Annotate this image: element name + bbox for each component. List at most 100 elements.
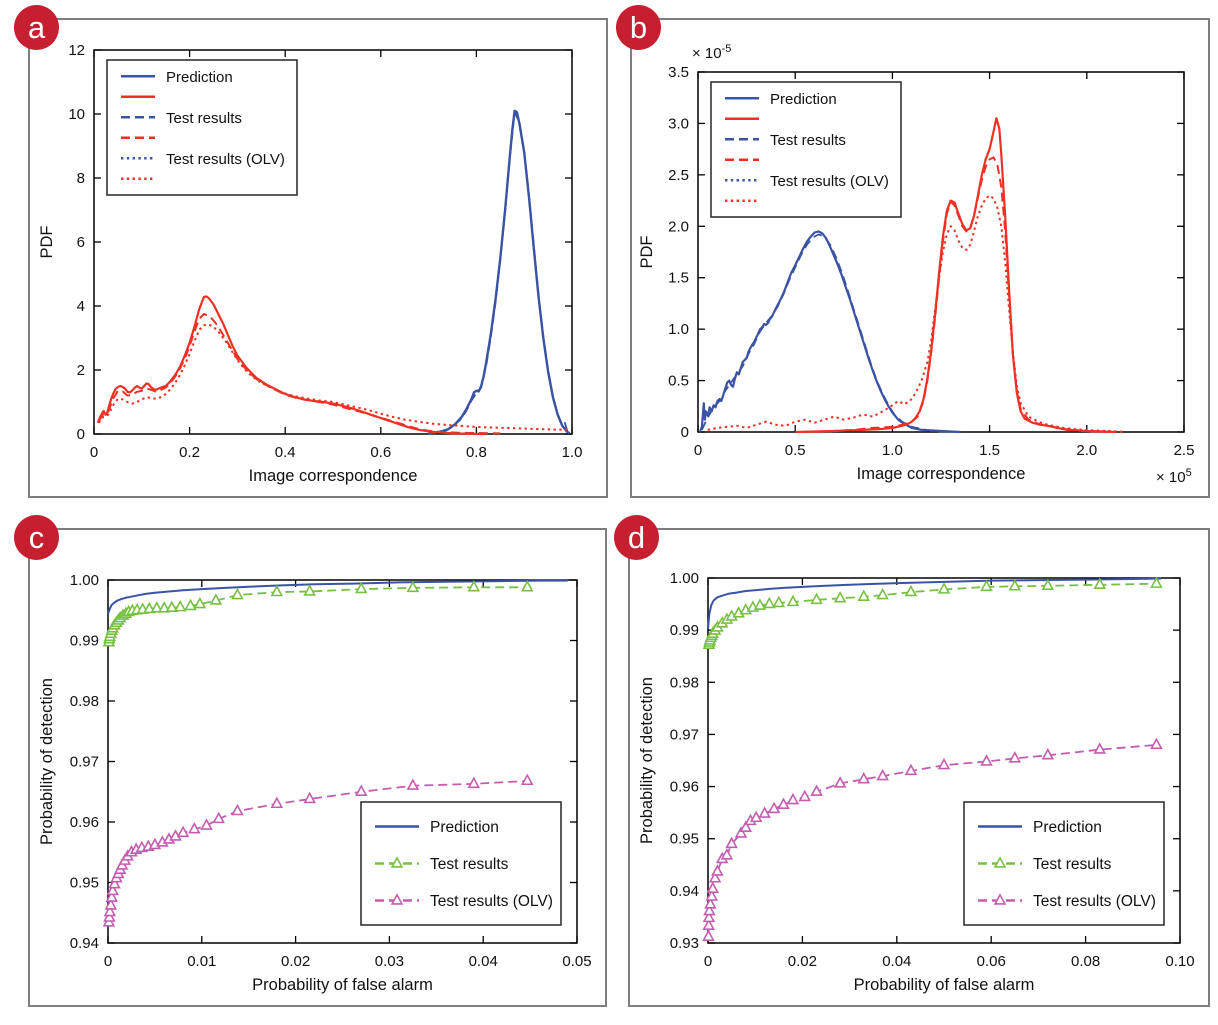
x-tick-label: 0.06 <box>977 953 1006 970</box>
series-test-results-olv-marker <box>704 897 717 909</box>
y-tick-label: 3.0 <box>668 115 689 132</box>
y-tick-label: 4 <box>77 298 85 315</box>
x-tick-label: 0.01 <box>187 953 216 970</box>
y-tick-label: 2 <box>77 362 85 379</box>
axes-box <box>707 577 1181 944</box>
x-scale-label: × 105 <box>1156 467 1192 486</box>
y-tick-label: 12 <box>68 42 85 59</box>
series-test-results-olv-marker <box>725 836 738 849</box>
series-test-results-olv-marker <box>521 773 534 786</box>
legend-label: Prediction <box>1033 819 1102 836</box>
series-prediction-red <box>96 295 487 436</box>
series-test-results-olv-marker <box>200 818 213 830</box>
x-axis-label: Probability of false alarm <box>252 976 433 994</box>
series-test-results-marker <box>231 587 244 600</box>
x-axis-label: Image correspondence <box>249 467 418 485</box>
x-tick-label: 1.0 <box>882 442 903 459</box>
series-test-results-marker <box>937 582 951 594</box>
series-test-results-olv-marker <box>758 806 771 818</box>
panel-a-badge: a <box>14 5 59 50</box>
series-test-results-olv-marker <box>703 903 716 916</box>
x-axis-label: Probability of false alarm <box>854 976 1035 994</box>
series-test-results-marker <box>184 598 197 611</box>
legend-label: Test results <box>770 132 846 149</box>
x-tick-label: 0 <box>90 444 98 461</box>
series-test-results-olv-marker <box>739 820 753 832</box>
legend-label: Test results (OLV) <box>1033 893 1156 910</box>
series-test-results <box>108 586 528 643</box>
series-test-results-olv-marker <box>798 789 812 802</box>
series-test-results-olv-marker <box>749 810 763 823</box>
series-test-results-olv-marker <box>937 757 951 770</box>
series-test-results-marker <box>810 592 823 605</box>
series-test-results-marker <box>193 596 207 609</box>
series-test-results-marker <box>158 601 171 613</box>
y-tick-label: 10 <box>68 106 85 123</box>
series-test-results-olv-marker <box>1150 737 1163 750</box>
y-tick-label: 0 <box>681 424 689 441</box>
y-tick-label: 0.97 <box>670 726 699 743</box>
series-test-results-marker <box>904 584 918 597</box>
x-tick-label: 1.0 <box>562 444 583 461</box>
series-test-results-olv-marker <box>904 763 918 776</box>
y-tick-label: 1.00 <box>670 570 699 587</box>
y-tick-label: 0.96 <box>670 779 699 796</box>
y-tick-label: 0.5 <box>668 373 689 390</box>
y-tick-label: 0.98 <box>670 674 699 691</box>
x-tick-label: 0.5 <box>785 442 806 459</box>
series-test-results-olv-marker <box>1093 742 1107 754</box>
series-test-results-olv-marker <box>270 796 284 809</box>
series-test-results-olv-marker <box>767 801 781 814</box>
y-tick-label: 0.93 <box>670 935 699 952</box>
panel-c: c 0 0.01 0.02 0.03 0.04 0.05 0.94 0.95 0.96 0.97 0… <box>14 515 607 1007</box>
series-prediction-blue <box>698 230 961 434</box>
y-tick-label: 0.99 <box>70 633 99 650</box>
series-prediction <box>107 579 568 615</box>
y-tick-label: 2.5 <box>668 167 689 184</box>
series-test-results-olv-marker <box>303 791 316 804</box>
series-test-results-olv-marker <box>1008 751 1022 763</box>
series-test-results-olv-marker <box>833 776 847 788</box>
chart-roc-raw: 0 0.02 0.04 0.06 0.08 0.10 0.93 0.94 0.95 0.96 0.9… <box>638 570 1195 994</box>
series-test-results-olv-marker <box>876 768 889 781</box>
series-test-results-olv-marker <box>702 918 715 930</box>
series-test-results-olv-marker <box>706 881 719 893</box>
series-test-results-olv-marker <box>108 877 121 889</box>
series-test-results-olv-marker <box>212 811 225 824</box>
series-test-results-olv-marker <box>104 898 118 910</box>
y-tick-label: 6 <box>77 234 85 251</box>
series-test-results-olv-marker <box>857 771 871 784</box>
chart-pdf-raw: 0 0.5 1.0 1.5 2.0 2.5 0 0.5 1.0 1.5 2.0 2.5 3.0 3.5 Im… <box>638 43 1194 486</box>
chart-roc-normalized: 0 0.01 0.02 0.03 0.04 0.05 0.94 0.95 0.96 0.97 0.9… <box>38 572 592 994</box>
series-test-results-marker <box>150 601 164 613</box>
y-tick-label: 0.98 <box>70 693 99 710</box>
x-tick-label: 0 <box>704 953 712 970</box>
x-tick-label: 0.10 <box>1165 953 1194 970</box>
panel-c-badge: c <box>14 515 59 560</box>
series-test-results-marker <box>1093 577 1107 589</box>
y-tick-label: 2.0 <box>668 218 689 235</box>
series-test-results-olv-marker <box>467 776 481 789</box>
series-test-results-marker <box>1150 576 1163 588</box>
y-tick-label: 1.5 <box>668 270 689 287</box>
y-axis-label: PDF <box>38 226 56 259</box>
y-axis-label: Probability of detection <box>38 678 56 845</box>
series-test-results-olv-marker <box>103 910 116 922</box>
series-test-results-marker <box>786 594 800 607</box>
x-tick-label: 0.2 <box>179 444 200 461</box>
series-test-results-olv-marker <box>980 754 993 766</box>
panel-d: d 0 0.02 0.04 0.06 0.08 0.10 0.93 0.94 0.95 0.96 0… <box>614 515 1210 1007</box>
x-tick-label: 1.5 <box>979 442 1000 459</box>
legend-marker <box>390 856 404 868</box>
series-test-results-marker <box>833 591 847 603</box>
x-tick-label: 2.0 <box>1076 442 1097 459</box>
x-tick-label: 0.02 <box>788 953 817 970</box>
series-test-red <box>97 313 501 435</box>
series-test-results-marker <box>521 579 534 592</box>
y-tick-label: 8 <box>77 170 85 187</box>
series-test-results-olv-marker <box>355 784 368 796</box>
series-test-results-olv-marker <box>708 871 722 883</box>
legend-label: Test results <box>1033 856 1112 873</box>
series-test-results-olv-marker <box>734 826 748 838</box>
